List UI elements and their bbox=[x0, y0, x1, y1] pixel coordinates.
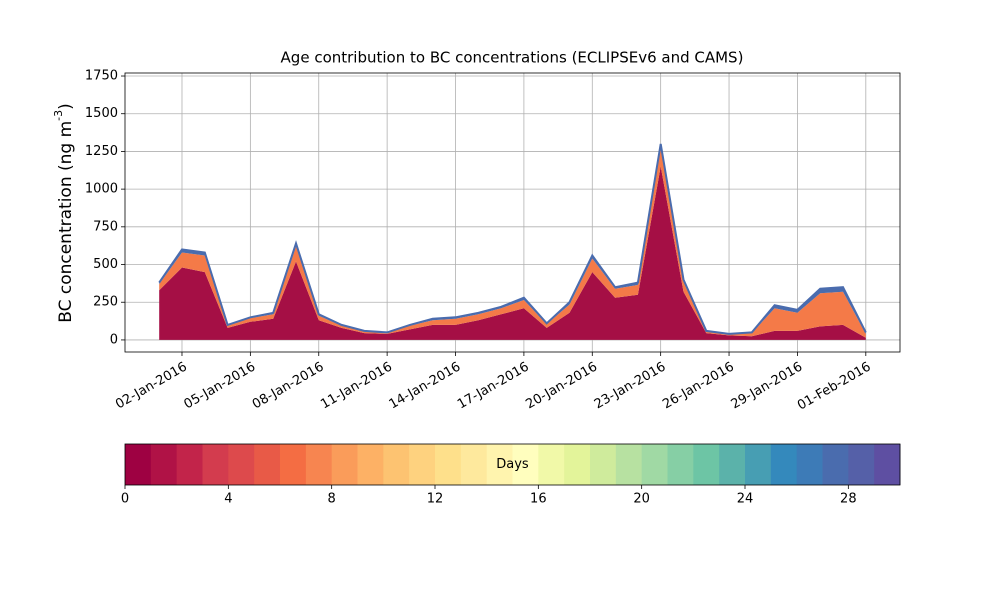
colorbar-tick-label: 12 bbox=[427, 492, 444, 507]
y-axis-label: BC concentration (ng m-3) bbox=[52, 103, 76, 323]
y-tick-label: 0 bbox=[110, 332, 118, 347]
x-tick-label: 29-Jan-2016 bbox=[729, 360, 806, 413]
colorbar-swatch bbox=[409, 444, 436, 485]
plot-frame bbox=[124, 72, 901, 353]
y-axis-label-part: BC concentration (ng m bbox=[56, 121, 76, 323]
y-tick-label: 250 bbox=[93, 295, 118, 310]
colorbar-swatch bbox=[357, 444, 384, 485]
colorbar-swatch bbox=[383, 444, 410, 485]
colorbar-swatch bbox=[796, 444, 823, 485]
colorbar-swatch bbox=[202, 444, 229, 485]
colorbar-swatch bbox=[512, 444, 539, 485]
y-tick-label: 500 bbox=[93, 257, 118, 272]
colorbar-swatch bbox=[331, 444, 358, 485]
colorbar-swatch bbox=[745, 444, 772, 485]
colorbar-swatch bbox=[176, 444, 203, 485]
y-tick-label: 750 bbox=[93, 219, 118, 234]
colorbar-swatch bbox=[125, 444, 152, 485]
colorbar-swatch bbox=[719, 444, 746, 485]
y-tick-label: 1250 bbox=[85, 144, 118, 159]
colorbar-swatch bbox=[590, 444, 617, 485]
colorbar-swatch bbox=[667, 444, 694, 485]
area bbox=[159, 148, 866, 338]
x-tick-label: 01-Feb-2016 bbox=[795, 360, 874, 414]
top-line bbox=[158, 143, 867, 335]
x-tick-label: 08-Jan-2016 bbox=[250, 360, 327, 413]
colorbar-swatch bbox=[460, 444, 488, 485]
colorbar-swatch bbox=[822, 444, 849, 485]
x-tick-label: 23-Jan-2016 bbox=[592, 360, 669, 413]
colorbar-swatch bbox=[770, 444, 798, 485]
colorbar-tick-label: 24 bbox=[737, 492, 754, 507]
colorbar-swatch bbox=[228, 444, 255, 485]
colorbar-swatch bbox=[693, 444, 720, 485]
colorbar-frame bbox=[124, 443, 901, 486]
y-tick-label: 1000 bbox=[85, 182, 118, 197]
colorbar-swatch bbox=[254, 444, 281, 485]
colorbar-swatch bbox=[280, 444, 307, 485]
y-tick-label: 1750 bbox=[85, 69, 118, 84]
colorbar-swatch bbox=[305, 444, 333, 485]
colorbar-tick-label: 4 bbox=[224, 492, 232, 507]
colorbar-label: Days bbox=[496, 457, 529, 472]
colorbar-swatch bbox=[486, 444, 513, 485]
colorbar-swatch bbox=[538, 444, 565, 485]
colorbar-swatch bbox=[874, 444, 901, 485]
x-tick-label: 14-Jan-2016 bbox=[387, 360, 464, 413]
x-tick-label: 02-Jan-2016 bbox=[113, 360, 190, 413]
x-tick-label: 26-Jan-2016 bbox=[660, 360, 737, 413]
colorbar-swatch bbox=[615, 444, 643, 485]
colorbar-tick-label: 8 bbox=[328, 492, 336, 507]
colorbar-swatch bbox=[435, 444, 462, 485]
colorbar-swatch bbox=[564, 444, 591, 485]
colorbar-tick-label: 28 bbox=[840, 492, 857, 507]
x-tick-label: 05-Jan-2016 bbox=[182, 360, 259, 413]
colorbar-swatch bbox=[848, 444, 875, 485]
y-tick-label: 1500 bbox=[85, 106, 118, 121]
x-tick-label: 20-Jan-2016 bbox=[523, 360, 600, 413]
colorbar-tick-label: 0 bbox=[121, 492, 129, 507]
y-axis-label-part: ) bbox=[56, 103, 76, 110]
x-tick-label: 11-Jan-2016 bbox=[318, 360, 395, 413]
colorbar-swatch bbox=[641, 444, 668, 485]
colorbar-tick-label: 16 bbox=[530, 492, 547, 507]
chart-title: Age contribution to BC concentrations (E… bbox=[281, 49, 744, 67]
y-axis-label-part: -3 bbox=[52, 110, 65, 121]
colorbar-tick-label: 20 bbox=[633, 492, 650, 507]
x-tick-label: 17-Jan-2016 bbox=[455, 360, 532, 413]
colorbar-swatch bbox=[150, 444, 178, 485]
